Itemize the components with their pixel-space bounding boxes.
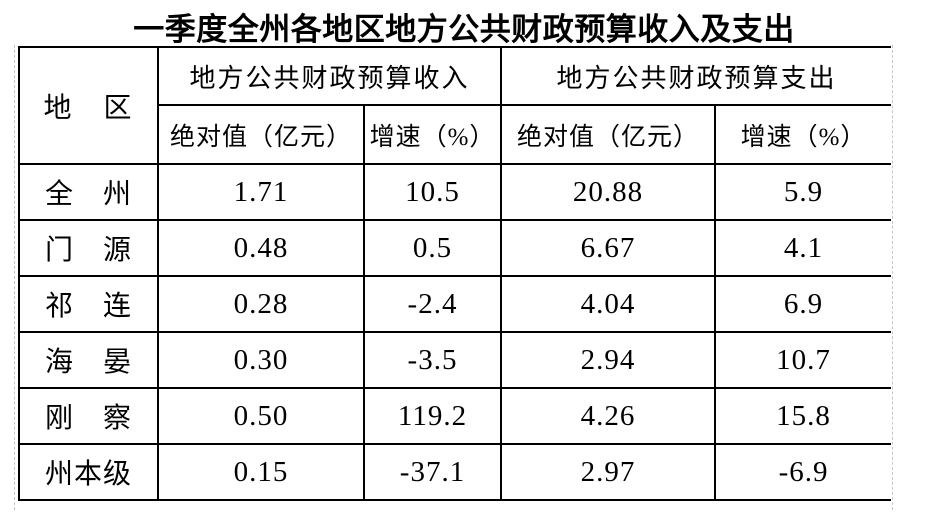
expense-growth-cell: 6.9 <box>714 275 892 333</box>
revenue-growth-cell: -3.5 <box>362 331 503 389</box>
revenue-abs-cell: 0.15 <box>157 443 365 501</box>
expense-abs-cell: 20.88 <box>500 163 717 221</box>
header-row-groups: 地 区 地方公共财政预算收入 地方公共财政预算支出 <box>18 46 892 165</box>
expenditure-group-header-cell: 地方公共财政预算支出 <box>500 46 892 106</box>
revenue-abs-cell: 1.71 <box>157 163 365 221</box>
expense-abs-cell: 6.67 <box>500 219 717 277</box>
table-row: 祁 连 0.28 -2.4 4.04 6.9 <box>18 275 892 333</box>
expense-growth-cell: -6.9 <box>714 443 892 501</box>
revenue-growth-cell: -2.4 <box>362 275 503 333</box>
region-cell: 门 源 <box>18 219 159 277</box>
region-cell: 祁 连 <box>18 275 159 333</box>
table-row: 全 州 1.71 10.5 20.88 5.9 <box>18 163 892 221</box>
revenue-abs-cell: 0.28 <box>157 275 365 333</box>
region-header-cell: 地 区 <box>18 46 159 165</box>
budget-table: 地 区 地方公共财政预算收入 地方公共财政预算支出 绝对值（亿元） 增速（%） … <box>18 46 892 501</box>
header-row-subs: 绝对值（亿元） 增速（%） 绝对值（亿元） 增速（%） <box>19 104 892 165</box>
expense-abs-cell: 2.97 <box>500 443 717 501</box>
revenue-growth-cell: -37.1 <box>362 443 503 501</box>
revenue-abs-cell: 0.50 <box>157 387 365 445</box>
revenue-growth-cell: 10.5 <box>362 163 503 221</box>
expense-abs-header-cell: 绝对值（亿元） <box>500 104 717 165</box>
region-cell: 全 州 <box>18 163 159 221</box>
expense-growth-cell: 10.7 <box>714 331 892 389</box>
table-row: 刚 察 0.50 119.2 4.26 15.8 <box>18 387 892 445</box>
revenue-abs-cell: 0.30 <box>157 331 365 389</box>
expense-abs-cell: 4.04 <box>500 275 717 333</box>
table-row: 海 晏 0.30 -3.5 2.94 10.7 <box>18 331 892 389</box>
text-boundary-left <box>14 45 15 510</box>
region-cell: 州本级 <box>18 443 159 501</box>
expense-abs-cell: 4.26 <box>500 387 717 445</box>
revenue-growth-cell: 119.2 <box>362 387 503 445</box>
table-row: 门 源 0.48 0.5 6.67 4.1 <box>18 219 892 277</box>
revenue-growth-header-cell: 增速（%） <box>362 104 503 165</box>
text-boundary-right <box>892 45 893 510</box>
revenue-growth-cell: 0.5 <box>362 219 503 277</box>
expense-growth-cell: 15.8 <box>714 387 892 445</box>
expense-growth-cell: 4.1 <box>714 219 892 277</box>
expense-abs-cell: 2.94 <box>500 331 717 389</box>
table-row: 州本级 0.15 -37.1 2.97 -6.9 <box>18 443 892 501</box>
revenue-group-header-cell: 地方公共财政预算收入 <box>156 46 503 106</box>
revenue-abs-header-cell: 绝对值（亿元） <box>157 104 365 165</box>
expense-growth-header-cell: 增速（%） <box>714 104 892 165</box>
expense-growth-cell: 5.9 <box>714 163 892 221</box>
region-cell: 海 晏 <box>18 331 159 389</box>
page-title: 一季度全州各地区地方公共财政预算收入及支出 <box>133 12 795 47</box>
revenue-abs-cell: 0.48 <box>157 219 365 277</box>
region-cell: 刚 察 <box>18 387 159 445</box>
